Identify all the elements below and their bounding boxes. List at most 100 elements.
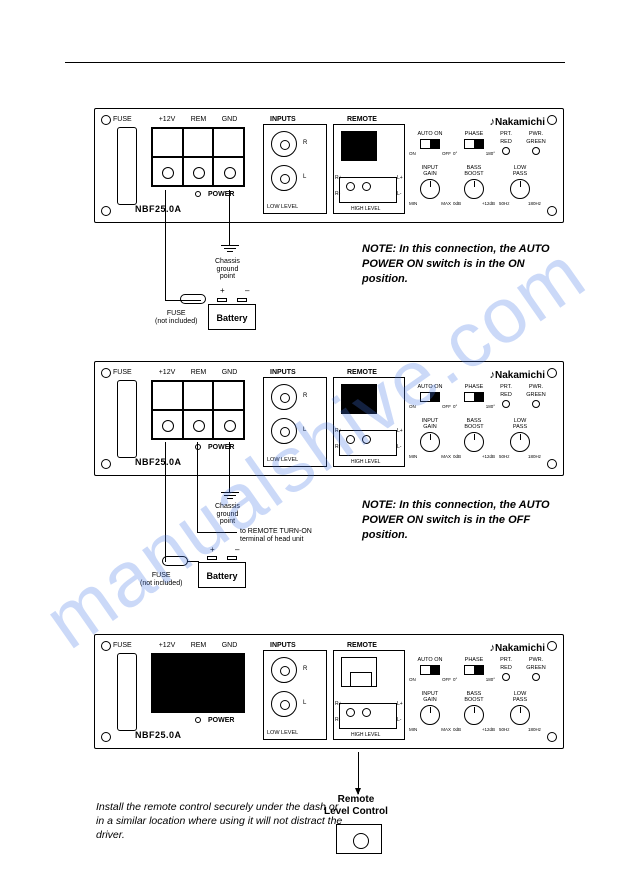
model-label: NBF25.0A bbox=[135, 730, 182, 740]
minus-label: – bbox=[245, 286, 249, 295]
bass-boost-knob: BASS BOOST0dB+12dB bbox=[453, 691, 495, 732]
screw-icon bbox=[547, 115, 557, 125]
screw-icon bbox=[101, 641, 111, 651]
screw-icon bbox=[101, 459, 111, 469]
power-label: POWER bbox=[208, 444, 234, 451]
fuse-label: FUSE bbox=[113, 116, 132, 123]
fuse-slot bbox=[117, 653, 137, 731]
high-level-block bbox=[339, 177, 397, 203]
wire bbox=[229, 442, 230, 492]
input-gain-knob: INPUT GAINMINMAX bbox=[409, 691, 451, 732]
inputs-title: INPUTS bbox=[270, 369, 296, 376]
phase-switch: PHASE 0°180° bbox=[453, 131, 495, 156]
rca-left-icon bbox=[271, 418, 297, 444]
fuse-slot bbox=[117, 380, 137, 458]
power-terminal-block bbox=[151, 127, 245, 187]
minus-label: – bbox=[235, 545, 239, 554]
power-led-icon bbox=[195, 717, 201, 723]
bass-boost-knob: BASS BOOST 0dB+12dB bbox=[453, 165, 495, 206]
screw-icon bbox=[101, 206, 111, 216]
wire bbox=[165, 190, 166, 300]
fuse-external-label: FUSE (not included) bbox=[155, 310, 197, 325]
low-pass-knob: LOW PASS 50Hz180Hz bbox=[499, 165, 541, 206]
arrow-down-icon bbox=[358, 752, 359, 794]
amp-panel-3: FUSE +12V REM GND POWER NBF25.0A INPUTS … bbox=[94, 634, 564, 749]
chassis-label: Chassis ground point bbox=[215, 258, 240, 281]
pwr-led: PWR. GREEN bbox=[521, 131, 551, 157]
screw-icon bbox=[547, 368, 557, 378]
low-pass-knob: LOW PASS50Hz180Hz bbox=[499, 418, 541, 459]
power-label: POWER bbox=[208, 191, 234, 198]
hi-r-label: R+ bbox=[335, 175, 342, 181]
screw-icon bbox=[101, 368, 111, 378]
remote-jack-icon bbox=[341, 657, 377, 687]
inputs-title: INPUTS bbox=[270, 642, 296, 649]
terminal-labels: +12V REM GND bbox=[151, 642, 245, 649]
term-gnd: GND bbox=[222, 116, 238, 123]
wire bbox=[165, 442, 166, 562]
hi-l-label: L+ bbox=[397, 175, 403, 181]
phase-switch: PHASE0°180° bbox=[453, 657, 495, 682]
rca-r-label: R bbox=[303, 140, 307, 146]
bass-boost-knob: BASS BOOST0dB+12dB bbox=[453, 418, 495, 459]
terminal-labels: +12V REM GND bbox=[151, 369, 245, 376]
power-terminal-block bbox=[151, 380, 245, 440]
screw-icon bbox=[101, 115, 111, 125]
battery-box: Battery bbox=[208, 304, 256, 330]
fuse-icon bbox=[162, 556, 188, 566]
pwr-led: PWR.GREEN bbox=[521, 657, 551, 683]
input-gain-knob: INPUT GAIN MINMAX bbox=[409, 165, 451, 206]
brand-label: ♪Nakamichi bbox=[489, 116, 545, 128]
input-gain-knob: INPUT GAINMINMAX bbox=[409, 418, 451, 459]
screw-icon bbox=[547, 206, 557, 216]
screw-icon bbox=[101, 732, 111, 742]
fuse-label: FUSE bbox=[113, 369, 132, 376]
power-terminal-block bbox=[151, 653, 245, 713]
prt-led: PRT. RED bbox=[493, 131, 519, 157]
high-level-label: HIGH LEVEL bbox=[349, 206, 382, 212]
auto-on-switch: AUTO ONONOFF bbox=[409, 384, 451, 409]
auto-on-switch: AUTO ONONOFF bbox=[409, 657, 451, 682]
wire bbox=[197, 532, 237, 533]
driver-note: Install the remote control securely unde… bbox=[96, 800, 346, 843]
wire bbox=[197, 442, 198, 532]
ground-icon bbox=[221, 492, 239, 499]
rca-right-icon bbox=[271, 131, 297, 157]
brand-label: ♪Nakamichi bbox=[489, 642, 545, 654]
chassis-label: Chassis ground point bbox=[215, 503, 240, 526]
rca-left-icon bbox=[271, 691, 297, 717]
brand-label: ♪Nakamichi bbox=[489, 369, 545, 381]
pwr-led: PWR.GREEN bbox=[521, 384, 551, 410]
term-rem: REM bbox=[191, 116, 207, 123]
model-label: NBF25.0A bbox=[135, 457, 182, 467]
fuse-label: FUSE bbox=[113, 642, 132, 649]
power-led-icon bbox=[195, 191, 201, 197]
inputs-title: INPUTS bbox=[270, 116, 296, 123]
auto-on-switch: AUTO ON ONOFF bbox=[409, 131, 451, 156]
screw-icon bbox=[547, 459, 557, 469]
plus-label: + bbox=[210, 545, 215, 554]
to-remote-label: to REMOTE TURN-ON terminal of head unit bbox=[240, 528, 312, 544]
low-pass-knob: LOW PASS50Hz180Hz bbox=[499, 691, 541, 732]
note-1: NOTE: In this connection, the AUTO POWER… bbox=[362, 242, 562, 287]
page-divider bbox=[65, 62, 565, 63]
plus-label: + bbox=[220, 286, 225, 295]
phase-switch: PHASE0°180° bbox=[453, 384, 495, 409]
prt-led: PRT.RED bbox=[493, 384, 519, 410]
high-level-block bbox=[339, 703, 397, 729]
fuse-slot bbox=[117, 127, 137, 205]
note-2: NOTE: In this connection, the AUTO POWER… bbox=[362, 498, 562, 543]
rca-right-icon bbox=[271, 657, 297, 683]
remote-jack-icon bbox=[341, 131, 377, 161]
power-led-icon bbox=[195, 444, 201, 450]
hi-ln-label: L- bbox=[397, 191, 401, 197]
high-level-block bbox=[339, 430, 397, 456]
term-12v: +12V bbox=[159, 116, 176, 123]
rca-right-icon bbox=[271, 384, 297, 410]
ground-icon bbox=[221, 245, 239, 252]
terminal-labels: +12V REM GND bbox=[151, 116, 245, 123]
wire bbox=[229, 190, 230, 245]
battery-box: Battery bbox=[198, 562, 246, 588]
prt-led: PRT.RED bbox=[493, 657, 519, 683]
low-level-label: LOW LEVEL bbox=[267, 204, 298, 210]
